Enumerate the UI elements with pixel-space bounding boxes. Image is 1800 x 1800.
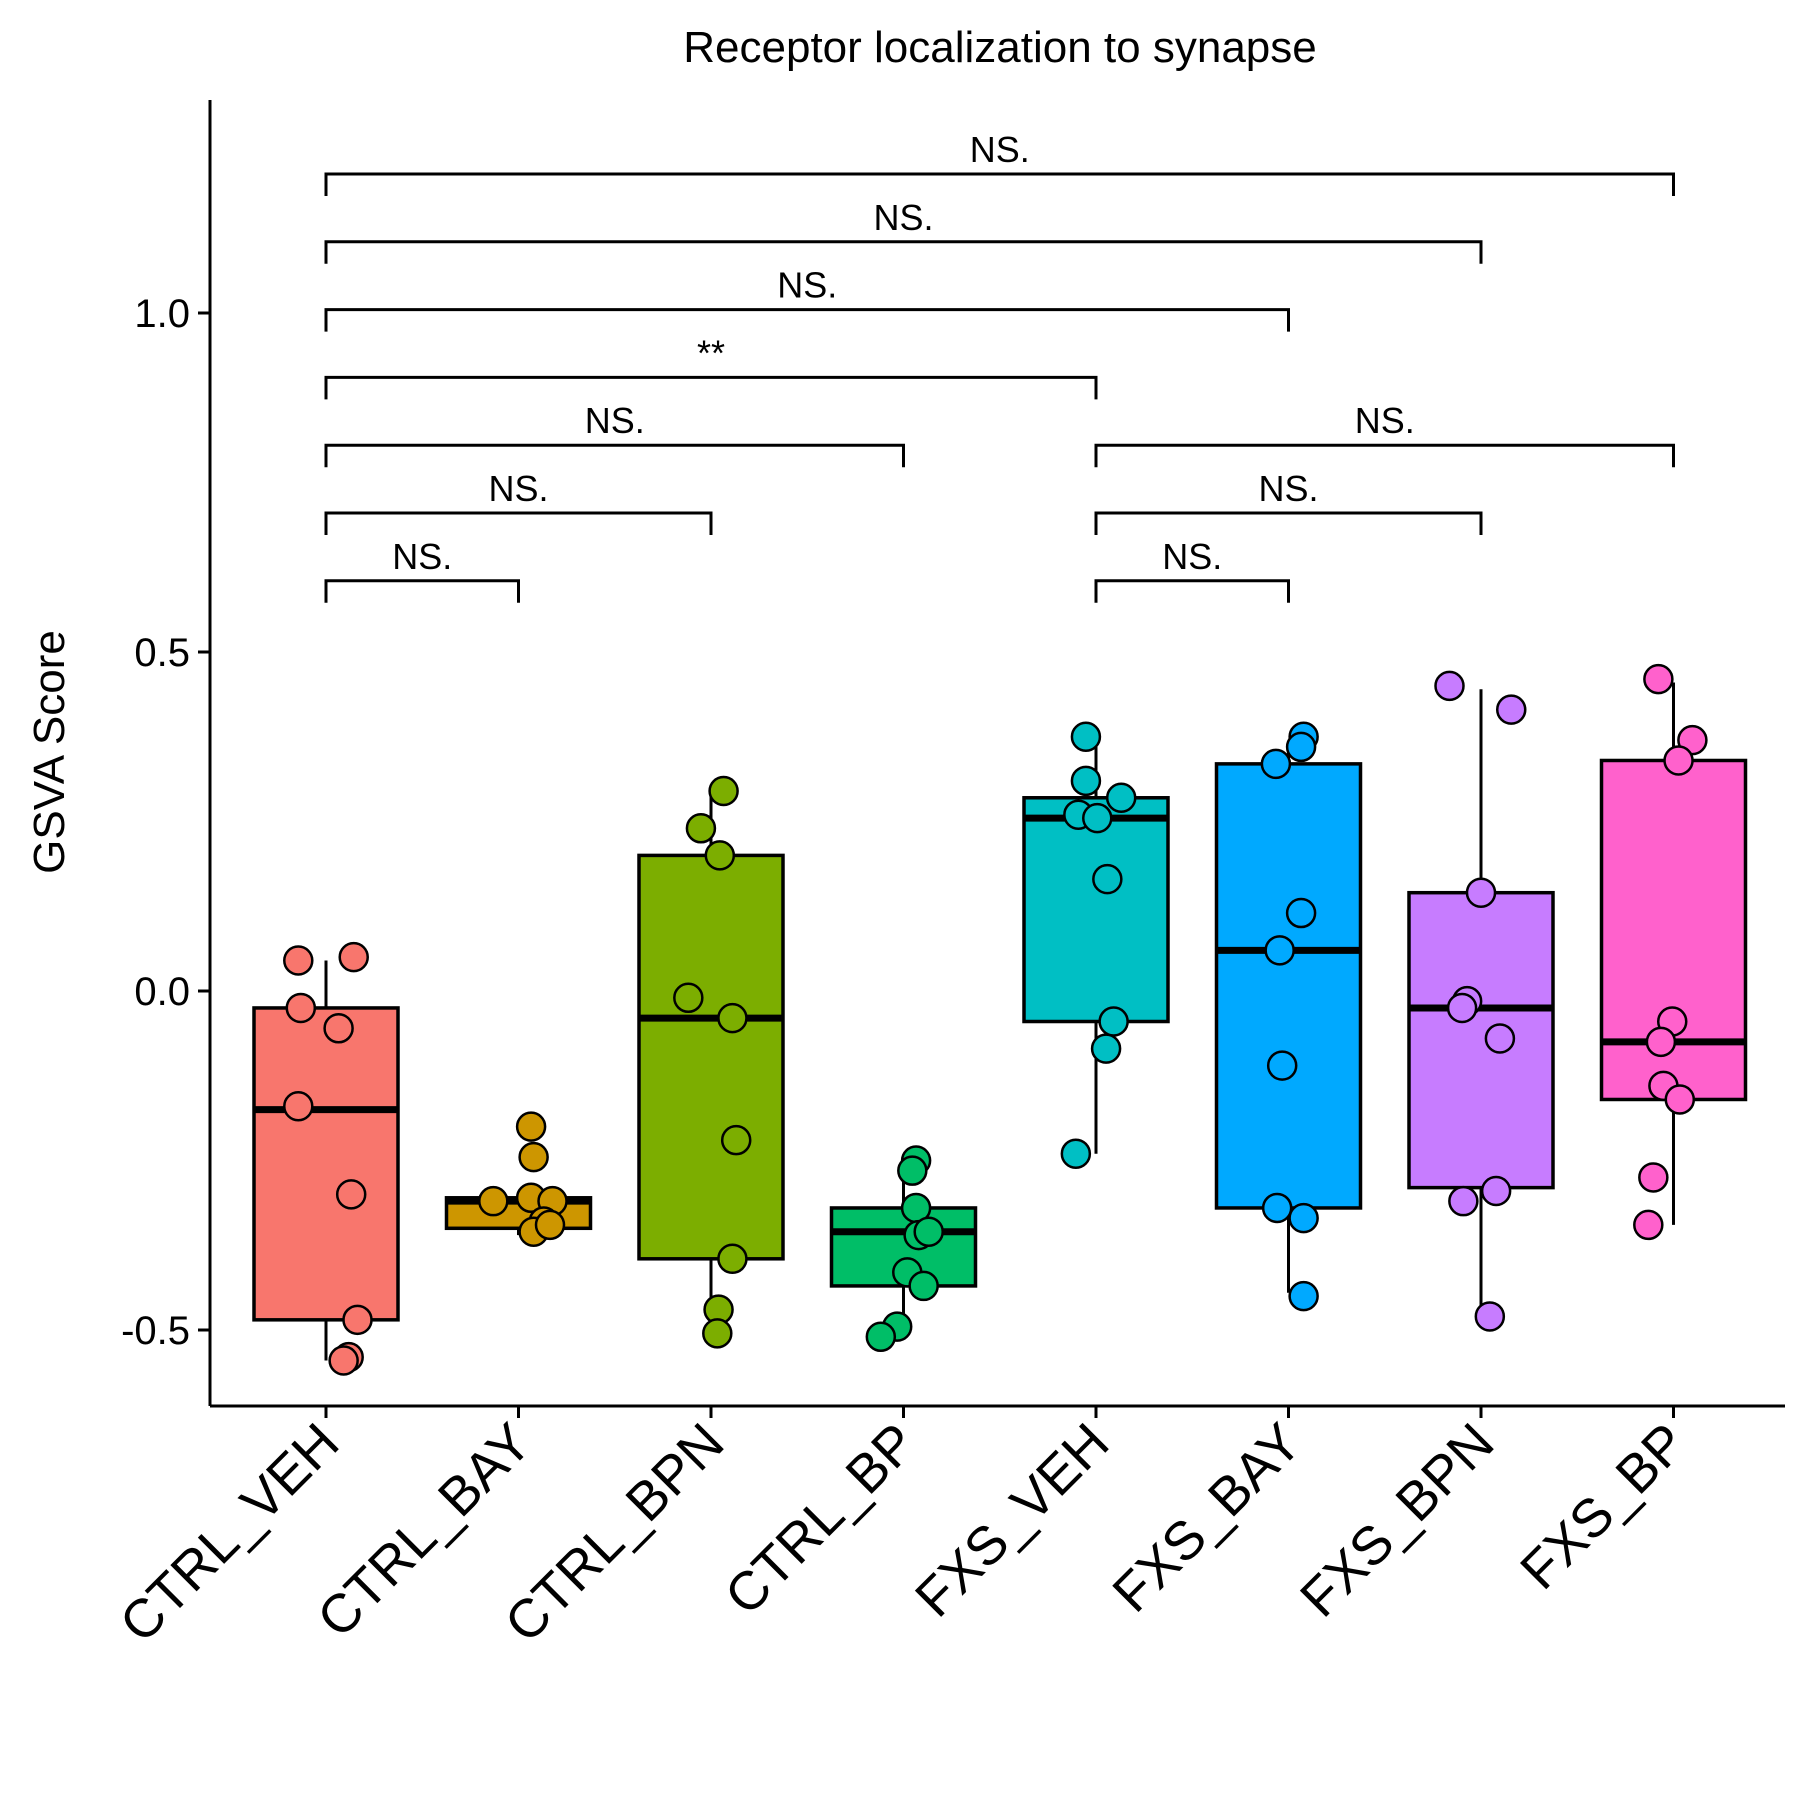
data-point <box>1285 731 1317 763</box>
significance-label: ** <box>697 332 725 373</box>
data-point <box>1098 1006 1129 1037</box>
significance-label: NS. <box>1355 400 1415 441</box>
data-point <box>1465 877 1497 908</box>
data-point <box>515 1111 547 1142</box>
data-point <box>685 813 717 844</box>
x-tick-label: FXS_BP <box>1509 1412 1698 1601</box>
data-point <box>702 1318 733 1349</box>
data-point <box>328 1345 359 1376</box>
y-axis-label: GSVA Score <box>25 630 74 874</box>
y-tick-label: 0.0 <box>134 970 190 1014</box>
data-point <box>1264 935 1295 966</box>
data-point <box>704 840 736 871</box>
data-point <box>1090 1033 1122 1064</box>
data-point <box>534 1209 566 1241</box>
data-point <box>865 1321 897 1353</box>
axes: -0.50.00.51.0CTRL_VEHCTRL_BAYCTRL_BPNCTR… <box>109 100 1785 1654</box>
data-point <box>1480 1175 1512 1207</box>
data-point <box>1638 1162 1669 1193</box>
data-point <box>717 1243 748 1275</box>
data-point <box>323 1013 354 1044</box>
data-point <box>1266 1050 1298 1081</box>
x-tick-label: FXS_VEH <box>904 1412 1120 1628</box>
significance-bracket <box>324 308 1290 332</box>
data-point <box>1260 748 1292 780</box>
data-point <box>1060 1138 1092 1169</box>
box-ctrl-bpn <box>637 853 785 1261</box>
significance-label: NS. <box>488 468 548 509</box>
data-point <box>338 941 369 973</box>
data-point <box>1092 863 1123 895</box>
data-point <box>1495 694 1527 725</box>
significance-brackets: NS. NS. NS. ** NS. NS. NS. NS. NS. NS. <box>324 129 1675 603</box>
chart-title: Receptor localization to synapse <box>683 23 1316 72</box>
data-point <box>673 982 704 1014</box>
significance-bracket <box>1094 579 1290 603</box>
data-point <box>1633 1209 1664 1241</box>
data-point <box>1261 1192 1293 1224</box>
data-point <box>913 1216 944 1247</box>
jitter-points <box>283 663 1708 1376</box>
data-point <box>1082 802 1113 834</box>
significance-label: NS. <box>1258 468 1318 509</box>
y-tick-label: 0.5 <box>134 631 190 675</box>
data-point <box>1643 663 1674 695</box>
box-fxs-bay <box>1214 762 1363 1210</box>
data-point <box>1288 1280 1319 1312</box>
significance-label: NS. <box>777 265 837 306</box>
x-tick-label: CTRL_BP <box>714 1412 928 1626</box>
data-point <box>1663 745 1694 776</box>
significance-bracket <box>324 443 905 468</box>
data-point <box>908 1270 939 1302</box>
data-point <box>1474 1301 1506 1332</box>
significance-label: NS. <box>585 400 645 441</box>
data-point <box>1484 1023 1516 1054</box>
data-point <box>342 1304 373 1336</box>
significance-bracket <box>324 579 520 603</box>
data-point <box>1070 721 1102 752</box>
data-point <box>720 1124 752 1156</box>
data-point <box>478 1185 509 1217</box>
data-point <box>518 1141 549 1173</box>
data-point <box>1434 670 1465 702</box>
x-tick-label: FXS_BAY <box>1101 1412 1313 1624</box>
y-tick-label: 1.0 <box>134 292 190 336</box>
data-point <box>717 1002 748 1034</box>
data-point <box>283 945 314 976</box>
significance-bracket <box>324 375 1098 400</box>
data-point <box>283 1091 314 1122</box>
data-point <box>897 1155 928 1186</box>
significance-bracket <box>324 240 1483 264</box>
data-point <box>1070 765 1102 797</box>
significance-bracket <box>324 511 713 536</box>
significance-label: NS. <box>392 536 452 577</box>
box-ctrl-veh <box>252 1006 400 1322</box>
y-tick-label: -0.5 <box>121 1309 190 1353</box>
data-point <box>335 1179 367 1210</box>
significance-bracket <box>1094 511 1483 536</box>
data-point <box>1285 897 1317 929</box>
box-series <box>252 682 1748 1361</box>
significance-label: NS. <box>873 197 933 238</box>
significance-bracket <box>324 172 1675 197</box>
data-point <box>708 775 739 807</box>
data-point <box>1645 1026 1677 1058</box>
data-point <box>1105 782 1137 814</box>
data-point <box>285 992 317 1024</box>
data-point <box>1288 1202 1319 1234</box>
significance-label: NS. <box>970 129 1030 170</box>
significance-label: NS. <box>1162 536 1222 577</box>
data-point <box>1446 992 1478 1024</box>
box-fxs-bpn <box>1407 890 1555 1190</box>
x-tick-label: FXS_BPN <box>1289 1412 1505 1628</box>
data-point <box>1664 1084 1696 1115</box>
x-tick-label: CTRL_VEH <box>109 1412 351 1654</box>
significance-bracket <box>1094 443 1675 468</box>
box-fxs-veh <box>1022 796 1170 1024</box>
data-point <box>1448 1185 1479 1217</box>
